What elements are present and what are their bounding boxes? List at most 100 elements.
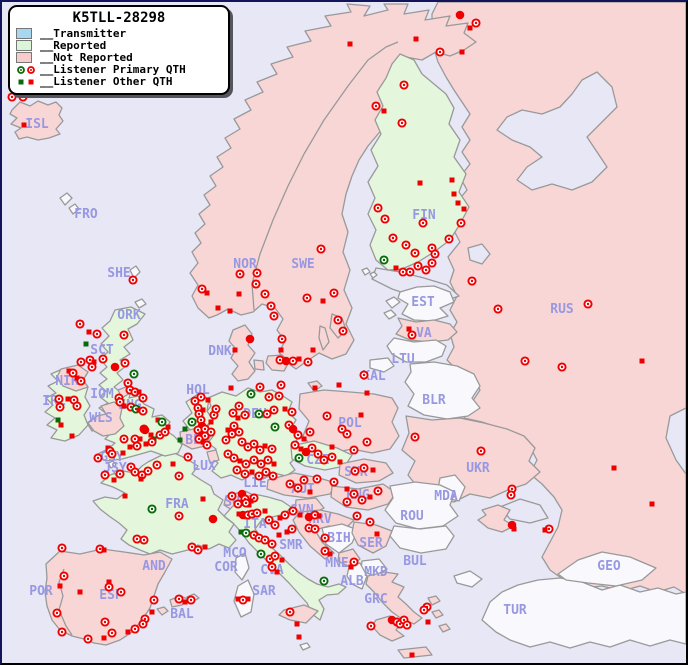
country-label-sar: SAR — [252, 584, 276, 599]
listener-other-qth-marker — [83, 341, 89, 347]
listener-primary-qth-marker — [268, 471, 278, 481]
country-bih — [321, 523, 359, 554]
listener-primary-qth-marker — [252, 508, 262, 518]
listener-primary-qth-marker — [299, 475, 309, 485]
country-wls — [87, 401, 125, 437]
listener-primary-qth-marker — [281, 356, 291, 366]
listener-primary-qth-marker — [260, 535, 270, 545]
listener-other-qth-marker — [639, 358, 645, 364]
listener-primary-qth-marker — [410, 248, 420, 258]
listener-other-qth-marker — [200, 496, 206, 502]
country-nsborder — [251, 41, 399, 311]
listener-primary-qth-marker — [270, 422, 280, 432]
listener-other-qth-marker — [208, 419, 214, 425]
country-label-cor: COR — [214, 560, 238, 575]
listener-primary-qth-marker — [116, 587, 126, 597]
listener-other-qth-marker — [170, 461, 176, 467]
legend-item-reported: __Reported — [16, 40, 222, 51]
listener-primary-qth-marker — [18, 92, 28, 102]
listener-other-qth-marker — [125, 629, 131, 635]
listener-primary-qth-marker — [107, 449, 117, 459]
listener-other-qth-marker — [381, 108, 387, 114]
country-cor — [234, 552, 250, 581]
listener-primary-qth-marker — [269, 405, 279, 415]
legend-title: K5TLL-28298 — [72, 10, 166, 26]
listener-primary-qth-marker — [456, 218, 466, 228]
listener-primary-qth-marker — [100, 617, 110, 627]
listener-primary-qth-marker — [237, 437, 247, 447]
country-label-rus: RUS — [550, 302, 574, 317]
listener-primary-qth-marker — [397, 118, 407, 128]
listener-other-qth-marker — [235, 596, 241, 602]
listener-primary-qth-marker — [254, 409, 264, 419]
legend-item-label: __Not Reported — [40, 51, 133, 64]
listener-primary-qth-marker — [410, 432, 420, 442]
listener-other-qth-marker — [137, 436, 143, 442]
listener-primary-qth-marker — [277, 334, 287, 344]
listener-other-qth-marker — [232, 347, 238, 353]
listener-primary-qth-marker — [313, 449, 323, 459]
listener-primary-qth-marker — [193, 545, 203, 555]
listener-other-qth-marker — [236, 291, 242, 297]
listener-primary-qth-marker — [240, 469, 250, 479]
country-ork — [134, 298, 147, 309]
country-fra — [92, 451, 237, 555]
listener-other-qth-marker — [316, 513, 322, 519]
listener-primary-qth-marker — [312, 474, 322, 484]
country-label-geo: GEO — [597, 559, 621, 574]
country-ola — [318, 325, 330, 351]
listener-primary-qth-marker — [319, 576, 329, 586]
country-label-fra: FRA — [165, 497, 189, 512]
legend-item-transmitter: __Transmitter — [16, 28, 222, 39]
listener-primary-qth-marker — [455, 10, 465, 20]
listener-primary-qth-marker — [183, 452, 193, 462]
listener-other-qth-marker — [307, 489, 313, 495]
listener-other-qth-marker — [461, 206, 467, 212]
listener-primary-qth-marker — [254, 471, 264, 481]
listener-primary-qth-marker — [228, 408, 238, 418]
listener-other-qth-marker — [262, 508, 268, 514]
listener-other-qth-marker — [122, 493, 128, 499]
listener-other-qth-marker — [65, 396, 71, 402]
listener-other-qth-marker — [449, 177, 455, 183]
listener-primary-qth-marker — [119, 330, 129, 340]
listener-other-qth-marker — [611, 465, 617, 471]
listener-primary-qth-marker — [238, 595, 248, 605]
listener-other-qth-marker — [149, 609, 155, 615]
country-esti — [383, 296, 401, 320]
listener-primary-qth-marker — [119, 434, 129, 444]
listener-primary-qth-marker — [252, 268, 262, 278]
listener-primary-qth-marker — [350, 466, 360, 476]
listener-other-qth-marker — [225, 427, 231, 433]
listener-primary-qth-marker — [476, 446, 486, 456]
listener-primary-qth-marker — [75, 319, 85, 329]
listener-primary-qth-marker — [399, 80, 409, 90]
country-aland — [361, 267, 378, 279]
listener-primary-qth-marker — [444, 234, 454, 244]
country-label-mne: MNE — [325, 556, 348, 571]
listener-primary-qth-marker — [83, 634, 93, 644]
listener-primary-qth-marker — [421, 265, 431, 275]
listener-primary-qth-marker — [293, 483, 303, 493]
country-isl — [9, 100, 64, 141]
listener-primary-qth-marker — [208, 514, 218, 524]
listener-primary-qth-marker — [234, 427, 244, 437]
listener-primary-qth-marker — [143, 466, 153, 476]
listener-primary-qth-marker — [263, 455, 273, 465]
legend-rows: __Transmitter __Reported __Not Reported __L… — [16, 28, 222, 87]
listener-other-qth-marker — [370, 467, 376, 473]
listener-primary-qth-marker — [288, 356, 298, 366]
country-label-tur: TUR — [503, 603, 527, 618]
listener-primary-qth-marker — [402, 620, 412, 630]
country-label-she: SHE — [107, 266, 130, 281]
country-she — [129, 265, 141, 279]
listener-primary-qth-marker — [280, 510, 290, 520]
country-malta — [299, 642, 311, 651]
country-ladoga — [467, 243, 491, 265]
listener-other-qth-marker — [279, 557, 285, 563]
country-kal — [369, 357, 395, 373]
listener-primary-qth-marker — [223, 449, 233, 459]
listener-other-qth-marker — [329, 444, 335, 450]
listener-primary-qth-marker — [132, 534, 142, 544]
listener-primary-qth-marker — [583, 299, 593, 309]
